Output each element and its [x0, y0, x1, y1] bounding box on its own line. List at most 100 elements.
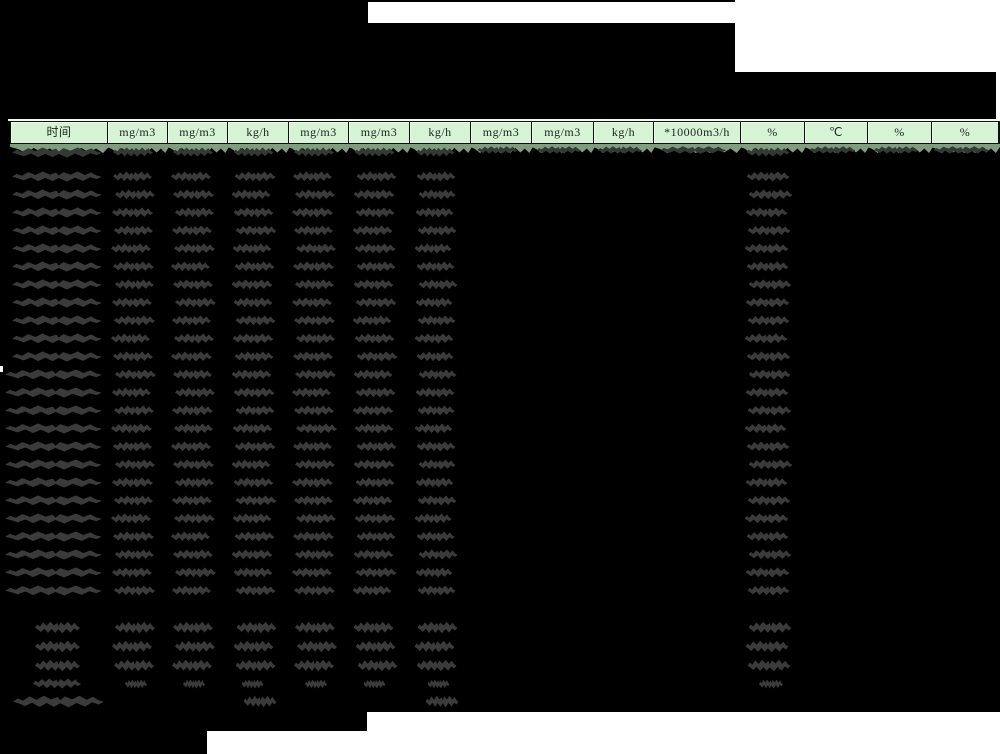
redacted-footer-note: [13, 695, 104, 708]
redacted-cell: [414, 640, 455, 653]
redacted-cell: [114, 405, 154, 416]
redacted-cell: [231, 459, 271, 470]
blank-region-top-bar: [368, 2, 735, 23]
redacted-cell: [417, 405, 455, 416]
redacted-cell: [356, 531, 396, 542]
redacted-cell: [427, 679, 450, 689]
redacted-cell: [416, 659, 457, 672]
redacted-cell: [112, 567, 152, 578]
redacted-cell: [175, 387, 215, 398]
redacted-cell: [114, 225, 153, 236]
redacted-cell: [353, 459, 395, 470]
redacted-cell: [293, 171, 332, 182]
redacted-cell: [235, 225, 277, 236]
redacted-cell: [354, 333, 395, 344]
redacted-cell: [354, 243, 396, 254]
redacted-time-cell: [12, 243, 102, 254]
redacted-cell: [354, 147, 395, 157]
redacted-cell: [232, 243, 272, 254]
redacted-cell: [747, 405, 792, 416]
redacted-cell: [416, 531, 455, 542]
redacted-cell: [173, 369, 212, 380]
redacted-cell: [363, 679, 386, 689]
redacted-summary-label: [35, 659, 80, 672]
redacted-cell: [355, 477, 395, 488]
blank-region-right-edge: [996, 72, 1000, 146]
redacted-cell: [112, 640, 152, 653]
redacted-cell: [295, 189, 335, 200]
redacted-cell: [115, 369, 156, 380]
header-cell-14: %: [931, 121, 1000, 144]
redacted-cell: [416, 147, 455, 157]
redacted-time-cell: [5, 405, 102, 416]
torn-band-segment: [167, 144, 229, 153]
redacted-cell: [234, 261, 275, 272]
redacted-cell: [746, 351, 791, 362]
redacted-cell: [292, 477, 333, 488]
redacted-cell: [416, 171, 456, 182]
redacted-cell: [745, 640, 789, 653]
redacted-cell: [111, 243, 151, 254]
redacted-time-cell: [5, 567, 102, 578]
redacted-cell: [174, 333, 214, 344]
redacted-cell: [172, 225, 212, 236]
torn-band-segment: [107, 144, 169, 153]
redacted-time-cell: [5, 369, 102, 380]
redacted-cell: [296, 423, 337, 434]
redacted-cell: [235, 585, 276, 596]
redacted-cell: [356, 261, 396, 272]
header-cell-8: mg/m3: [531, 121, 595, 144]
redacted-cell: [425, 695, 459, 708]
redacted-cell: [417, 495, 457, 506]
redacted-cell: [233, 207, 274, 218]
redacted-cell: [748, 279, 792, 290]
redacted-cell: [746, 261, 789, 272]
redacted-cell: [114, 495, 153, 506]
redacted-cell: [759, 679, 783, 689]
redacted-cell: [243, 695, 277, 708]
redacted-cell: [295, 621, 335, 634]
redacted-cell: [112, 207, 153, 218]
redacted-cell: [353, 369, 393, 380]
redacted-cell: [354, 423, 394, 434]
redacted-cell: [293, 351, 333, 362]
redacted-cell: [292, 387, 331, 398]
redacted-cell: [171, 261, 210, 272]
header-top-highlight: [8, 119, 998, 121]
redacted-cell: [231, 279, 273, 290]
redacted-cell: [809, 146, 856, 154]
redacted-cell: [233, 147, 274, 157]
redacted-time-cell: [12, 207, 102, 218]
redacted-cell: [748, 549, 792, 560]
redacted-cell: [175, 207, 214, 218]
redacted-time-cell: [5, 423, 102, 434]
redacted-cell: [173, 549, 213, 560]
redacted-cell: [295, 369, 336, 380]
redacted-cell: [744, 243, 789, 254]
redacted-cell: [292, 567, 332, 578]
redacted-cell: [748, 189, 793, 200]
redacted-cell: [175, 640, 215, 653]
redacted-cell: [175, 567, 216, 578]
redacted-cell: [112, 387, 151, 398]
redacted-cell: [174, 243, 215, 254]
redacted-cell: [352, 225, 393, 236]
redacted-cell: [172, 315, 211, 326]
redacted-cell: [293, 531, 334, 542]
redacted-cell: [173, 189, 214, 200]
redacted-cell: [234, 531, 275, 542]
redacted-cell: [233, 297, 273, 308]
redacted-cell: [747, 659, 791, 672]
redacted-cell: [537, 146, 581, 154]
redacted-cell: [173, 459, 214, 470]
redacted-cell: [111, 333, 150, 344]
redacted-cell: [353, 189, 395, 200]
redacted-cell: [933, 146, 990, 154]
header-cell-9: kg/h: [593, 121, 655, 144]
redacted-cell: [172, 495, 212, 506]
redacted-cell: [748, 459, 793, 470]
redacted-cell: [173, 147, 213, 157]
redacted-cell: [241, 679, 264, 689]
redacted-cell: [294, 495, 333, 506]
redacted-cell: [112, 477, 153, 488]
